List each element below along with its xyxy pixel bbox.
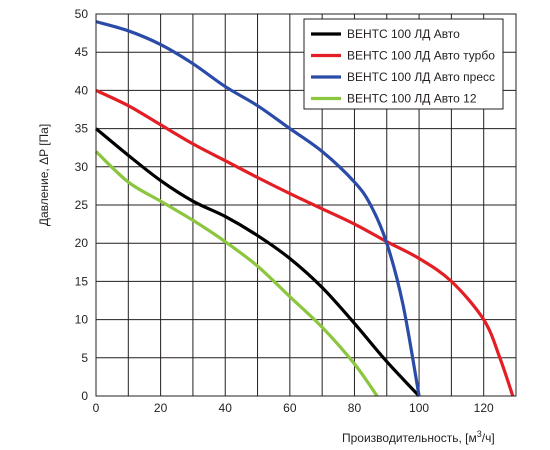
plot-frame — [95, 13, 517, 397]
x-tick-label: 40 — [219, 401, 233, 415]
x-tick-label: 60 — [283, 401, 297, 415]
x-tick-label: 100 — [409, 401, 429, 415]
y-tick-label: 25 — [75, 198, 89, 212]
legend: ВЕНТС 100 ЛД Авто ВЕНТС 100 ЛД Авто турбо… — [303, 18, 504, 110]
x-tick-label: 20 — [154, 401, 168, 415]
y-tick-label: 0 — [81, 389, 88, 403]
y-tick-label: 20 — [75, 236, 89, 250]
series-line-1 — [94, 127, 421, 398]
series-line-3 — [95, 20, 421, 397]
x-axis-label-main: Производительность, [м — [342, 431, 477, 445]
x-axis-label-superscript: 3 — [477, 429, 482, 439]
y-tick-label: 45 — [75, 45, 89, 59]
x-tick-label: 120 — [474, 401, 494, 415]
y-tick-label: 15 — [75, 274, 89, 288]
legend-label-3: ВЕНТС 100 ЛД Авто пресс — [347, 70, 495, 84]
y-tick-label: 35 — [75, 122, 89, 136]
x-tick-label: 80 — [348, 401, 362, 415]
y-tick-label: 30 — [75, 160, 89, 174]
x-axis-label-tail: /ч] — [482, 431, 495, 445]
y-tick-label: 40 — [75, 83, 89, 97]
x-tick-labels: 0 20 40 60 80 100 120 — [93, 401, 494, 415]
series-line-4 — [94, 150, 379, 397]
y-axis-label: Давление, ΔP [Па] — [37, 124, 51, 226]
legend-label-1: ВЕНТС 100 ЛД Авто — [347, 27, 460, 41]
x-tick-label: 0 — [93, 401, 100, 415]
legend-label-4: ВЕНТС 100 ЛД Авто 12 — [347, 92, 477, 106]
series-layer — [94, 20, 515, 398]
y-tick-label: 5 — [81, 351, 88, 365]
series-line-2 — [95, 88, 515, 397]
y-tick-label: 50 — [75, 7, 89, 21]
y-tick-labels: 0 5 10 15 20 25 30 35 40 45 50 — [75, 7, 89, 403]
legend-items: ВЕНТС 100 ЛД Авто ВЕНТС 100 ЛД Авто турбо… — [311, 27, 495, 106]
legend-label-2: ВЕНТС 100 ЛД Авто турбо — [347, 49, 495, 63]
y-tick-label: 10 — [75, 313, 89, 327]
x-axis-label: Производительность, [м3/ч] — [342, 429, 495, 445]
